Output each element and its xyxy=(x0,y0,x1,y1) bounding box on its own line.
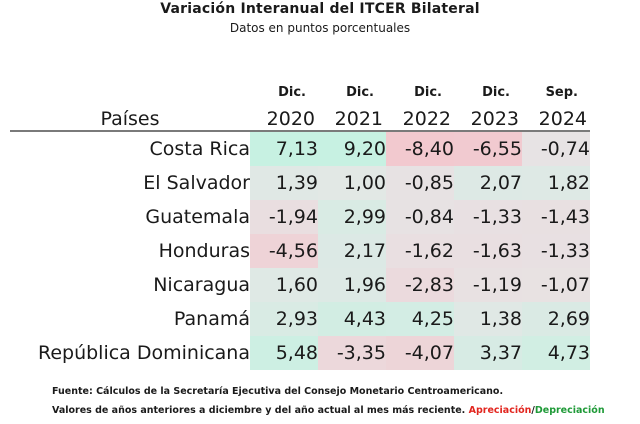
country-label: Costa Rica xyxy=(149,138,251,160)
table-row: República Dominicana 5,48 -3,35 -4,07 3,… xyxy=(10,336,590,370)
value-cell: 1,82 xyxy=(522,166,590,200)
column-year: 2020 xyxy=(266,108,315,130)
column-month: Sep. xyxy=(545,85,578,100)
column-year: 2021 xyxy=(334,108,383,130)
footer-note: Valores de años anteriores a diciembre y… xyxy=(52,405,605,416)
column-year: 2022 xyxy=(402,108,451,130)
header-row: Países Dic. 2020 Dic. 2021 Dic. 2022 Dic… xyxy=(10,58,590,130)
column-year: 2024 xyxy=(538,108,587,130)
value-cell: 5,48 xyxy=(250,336,318,370)
value-cell: 1,60 xyxy=(250,268,318,302)
value-cell: 4,73 xyxy=(522,336,590,370)
table-row: Guatemala -1,94 2,99 -0,84 -1,33 -1,43 xyxy=(10,200,590,234)
column-header-2024: Sep. 2024 xyxy=(522,58,590,130)
value-cell: -1,33 xyxy=(454,200,522,234)
footer-note-text: Valores de años anteriores a diciembre y… xyxy=(52,405,469,416)
value-cell: 1,00 xyxy=(318,166,386,200)
value-cell: -0,85 xyxy=(386,166,454,200)
country-label: Panamá xyxy=(173,308,250,330)
value-cell: 2,93 xyxy=(250,302,318,336)
table-row: Honduras -4,56 2,17 -1,62 -1,63 -1,33 xyxy=(10,234,590,268)
value-cell: -1,94 xyxy=(250,200,318,234)
value-cell: -0,74 xyxy=(522,132,590,166)
value-cell: -0,84 xyxy=(386,200,454,234)
value-cell: 4,43 xyxy=(318,302,386,336)
value-cell: -1,07 xyxy=(522,268,590,302)
column-header-2023: Dic. 2023 xyxy=(454,58,522,130)
value-cell: 9,20 xyxy=(318,132,386,166)
value-cell: -1,63 xyxy=(454,234,522,268)
table-row: Costa Rica 7,13 9,20 -8,40 -6,55 -0,74 xyxy=(10,132,590,166)
column-month: Dic. xyxy=(414,85,442,100)
value-cell: -6,55 xyxy=(454,132,522,166)
value-cell: 2,69 xyxy=(522,302,590,336)
column-header-2022: Dic. 2022 xyxy=(386,58,454,130)
column-month: Dic. xyxy=(278,85,306,100)
value-cell: 7,13 xyxy=(250,132,318,166)
table-row: Panamá 2,93 4,43 4,25 1,38 2,69 xyxy=(10,302,590,336)
column-header-2021: Dic. 2021 xyxy=(318,58,386,130)
column-month: Dic. xyxy=(346,85,374,100)
row-header-label: Países xyxy=(100,108,160,130)
country-label: República Dominicana xyxy=(37,342,250,364)
country-label: Guatemala xyxy=(145,206,250,228)
table-row: El Salvador 1,39 1,00 -0,85 2,07 1,82 xyxy=(10,166,590,200)
value-cell: 1,38 xyxy=(454,302,522,336)
value-cell: 3,37 xyxy=(454,336,522,370)
value-cell: -1,33 xyxy=(522,234,590,268)
value-cell: -3,35 xyxy=(318,336,386,370)
header-divider xyxy=(10,130,590,132)
divider-line xyxy=(10,130,590,132)
itcer-table: Países Dic. 2020 Dic. 2021 Dic. 2022 Dic… xyxy=(10,58,590,370)
value-cell: -8,40 xyxy=(386,132,454,166)
column-year: 2023 xyxy=(470,108,519,130)
country-label: El Salvador xyxy=(143,172,250,194)
table-row: Nicaragua 1,60 1,96 -2,83 -1,19 -1,07 xyxy=(10,268,590,302)
chart-subtitle: Datos en puntos porcentuales xyxy=(229,21,411,35)
value-cell: -1,43 xyxy=(522,200,590,234)
value-cell: -1,62 xyxy=(386,234,454,268)
legend-separator: / xyxy=(531,405,535,416)
value-cell: -1,19 xyxy=(454,268,522,302)
value-cell: 2,99 xyxy=(318,200,386,234)
column-month: Dic. xyxy=(482,85,510,100)
value-cell: 1,39 xyxy=(250,166,318,200)
value-cell: -2,83 xyxy=(386,268,454,302)
depreciation-legend: Depreciación xyxy=(534,405,605,416)
value-cell: 2,07 xyxy=(454,166,522,200)
value-cell: 1,96 xyxy=(318,268,386,302)
value-cell: 4,25 xyxy=(386,302,454,336)
country-label: Honduras xyxy=(158,240,250,262)
source-note: Fuente: Cálculos de la Secretaría Ejecut… xyxy=(52,386,504,397)
chart-title: Variación Interanual del ITCER Bilateral xyxy=(160,1,480,17)
value-cell: -4,56 xyxy=(250,234,318,268)
value-cell: 2,17 xyxy=(318,234,386,268)
value-cell: -4,07 xyxy=(386,336,454,370)
appreciation-legend: Apreciación xyxy=(468,405,532,416)
column-header-2020: Dic. 2020 xyxy=(250,58,318,130)
country-label: Nicaragua xyxy=(153,274,250,296)
